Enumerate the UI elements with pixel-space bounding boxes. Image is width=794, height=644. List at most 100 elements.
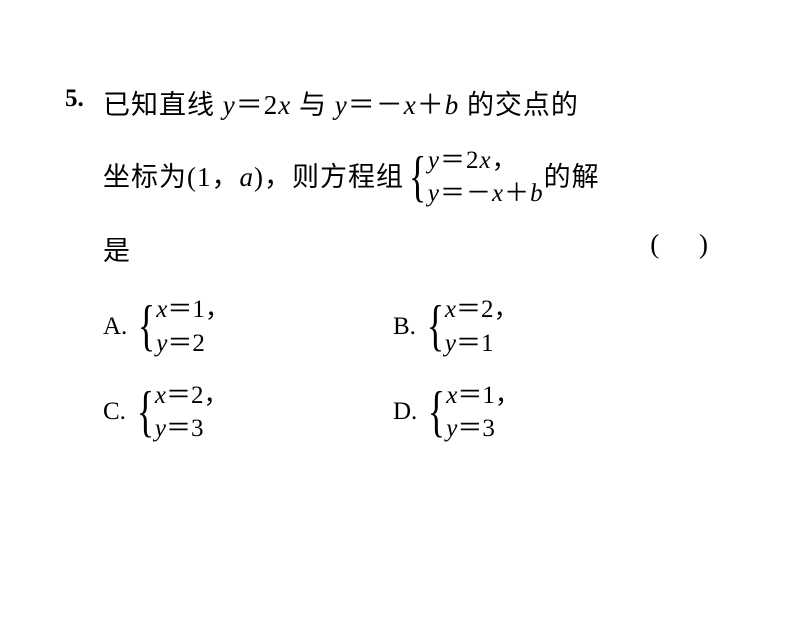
coef-2: 2 [264, 90, 279, 120]
var-y: y [156, 330, 167, 357]
var-b: b [530, 180, 544, 207]
var-a: a [240, 157, 255, 198]
option-b: B. { x＝2， y＝1 [393, 293, 518, 361]
question-line-2: 坐标为(1，a)，则方程组 { y＝2x， y＝－x＋b 的解 [103, 144, 719, 212]
equals: ＝ [348, 90, 376, 120]
brace-content: x＝2， y＝3 [155, 379, 229, 447]
opt-row-1: x＝2， [155, 379, 229, 413]
question-number: 5. [65, 85, 84, 113]
opt-row-2: y＝2 [156, 327, 230, 361]
comma: ， [203, 382, 228, 409]
val: 2 [481, 296, 494, 323]
opt-row-1: x＝1， [446, 379, 520, 413]
option-c: C. { x＝2， y＝3 [103, 379, 393, 447]
val: 1 [482, 382, 495, 409]
var-x: x [155, 382, 166, 409]
var-y: y [428, 180, 440, 207]
question-line-1: 已知直线 y＝2x 与 y＝－x＋b 的交点的 [103, 85, 719, 126]
option-d-system: { x＝1， y＝3 [423, 379, 520, 447]
option-label-d: D. [393, 398, 417, 426]
option-label-a: A. [103, 313, 127, 341]
paren-close: ) [699, 229, 709, 259]
text-part: 的解 [544, 157, 600, 198]
equals: ＝ [166, 415, 191, 442]
equals: ＝ [440, 180, 466, 207]
var-x: x [492, 180, 504, 207]
options-block: A. { x＝1， y＝2 B. { x＝2， [103, 293, 719, 446]
plus-sign: ＋ [504, 180, 530, 207]
comma: ， [212, 157, 240, 198]
brace-content: x＝2， y＝1 [445, 293, 519, 361]
option-c-system: { x＝2， y＝3 [132, 379, 229, 447]
brace-content: x＝1， y＝2 [156, 293, 230, 361]
option-label-c: C. [103, 398, 126, 426]
brace-icon: { [427, 304, 444, 349]
brace-icon: { [137, 390, 154, 435]
plus-sign: ＋ [417, 90, 445, 120]
opt-row-2: y＝3 [155, 412, 229, 446]
neg-sign: － [376, 90, 404, 120]
option-label-b: B. [393, 313, 416, 341]
equals: ＝ [440, 147, 466, 174]
brace-content: x＝1， y＝3 [446, 379, 520, 447]
text-part: 坐标为 [103, 157, 187, 198]
question-body: 已知直线 y＝2x 与 y＝－x＋b 的交点的 坐标为(1，a)，则方程组 { … [103, 85, 719, 446]
text-part: 的交点的 [459, 90, 579, 120]
brace-icon: { [409, 155, 427, 200]
text-part: ，则方程组 [264, 157, 404, 198]
equals: ＝ [166, 382, 191, 409]
option-row-1: A. { x＝1， y＝2 B. { x＝2， [103, 293, 719, 361]
var-x: x [446, 382, 457, 409]
comma: ， [492, 147, 518, 174]
var-y: y [446, 415, 457, 442]
paren-close: ) [254, 157, 264, 198]
opt-row-2: y＝1 [445, 327, 519, 361]
val: 2 [192, 330, 205, 357]
val: 2 [191, 382, 204, 409]
neg-sign: － [466, 180, 492, 207]
val: 3 [482, 415, 495, 442]
question-block: 5. 已知直线 y＝2x 与 y＝－x＋b 的交点的 坐标为(1，a)，则方程组… [65, 85, 719, 446]
equals: ＝ [167, 330, 192, 357]
brace-icon: { [138, 304, 155, 349]
equals: ＝ [236, 90, 264, 120]
text-part: 是 [103, 236, 130, 266]
opt-row-2: y＝3 [446, 412, 520, 446]
option-row-2: C. { x＝2， y＝3 D. { x＝1， [103, 379, 719, 447]
comma: ， [495, 382, 520, 409]
opt-row-1: x＝1， [156, 293, 230, 327]
var-x: x [404, 90, 417, 120]
equals: ＝ [456, 330, 481, 357]
var-x: x [156, 296, 167, 323]
num-1: 1 [197, 157, 212, 198]
var-y: y [428, 147, 440, 174]
paren-open: ( [650, 229, 660, 259]
text-part: 已知直线 [103, 90, 223, 120]
option-a: A. { x＝1， y＝2 [103, 293, 393, 361]
text-part: 与 [291, 90, 335, 120]
var-x: x [480, 147, 492, 174]
system-content: y＝2x， y＝－x＋b [428, 144, 544, 212]
var-y: y [335, 90, 348, 120]
var-x: x [445, 296, 456, 323]
option-d: D. { x＝1， y＝3 [393, 379, 520, 447]
comma: ， [205, 296, 230, 323]
var-x: x [278, 90, 291, 120]
equals: ＝ [167, 296, 192, 323]
system-row-1: y＝2x， [428, 144, 544, 178]
var-b: b [445, 90, 460, 120]
system-brace: { y＝2x， y＝－x＋b [404, 144, 544, 212]
var-y: y [155, 415, 166, 442]
var-y: y [445, 330, 456, 357]
equals: ＝ [457, 415, 482, 442]
var-y: y [223, 90, 236, 120]
coef-2: 2 [466, 147, 480, 174]
paren-open: ( [187, 157, 197, 198]
option-a-system: { x＝1， y＝2 [133, 293, 230, 361]
val: 3 [191, 415, 204, 442]
question-line-3: 是 ( ) [103, 229, 719, 268]
comma: ， [493, 296, 518, 323]
val: 1 [481, 330, 494, 357]
opt-row-1: x＝2， [445, 293, 519, 327]
val: 1 [192, 296, 205, 323]
